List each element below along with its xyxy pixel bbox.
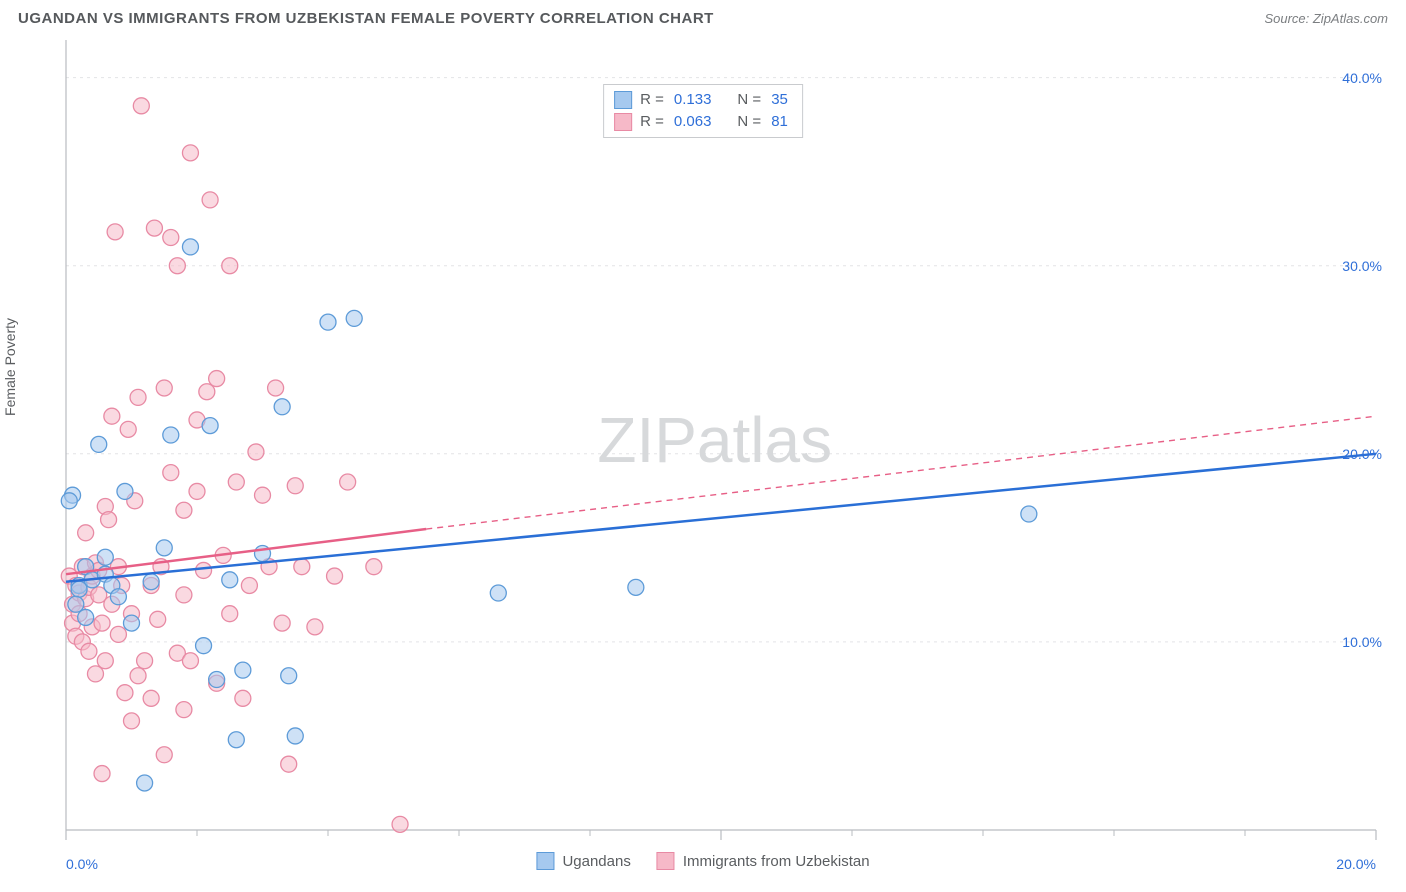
legend-item: Ugandans (536, 852, 630, 870)
legend-label: Ugandans (562, 853, 630, 870)
legend-n-value: 81 (771, 111, 788, 133)
chart-source: Source: ZipAtlas.com (1264, 11, 1388, 26)
chart-area: Female Poverty ZIPatlas R = 0.133 N = 35… (18, 40, 1388, 874)
legend-row: R = 0.133 N = 35 (614, 89, 788, 111)
legend-r-label: R = (640, 89, 664, 111)
legend-swatch-pink (657, 852, 675, 870)
legend-n-value: 35 (771, 89, 788, 111)
legend-series: Ugandans Immigrants from Uzbekistan (536, 852, 869, 870)
legend-swatch-pink (614, 113, 632, 131)
legend-swatch-blue (536, 852, 554, 870)
legend-n-label: N = (737, 111, 761, 133)
legend-label: Immigrants from Uzbekistan (683, 853, 870, 870)
chart-header: UGANDAN VS IMMIGRANTS FROM UZBEKISTAN FE… (0, 0, 1406, 33)
legend-correlation: R = 0.133 N = 35 R = 0.063 N = 81 (603, 84, 803, 138)
legend-row: R = 0.063 N = 81 (614, 111, 788, 133)
x-tick-label: 0.0% (66, 856, 98, 872)
scatter-plot (18, 40, 1380, 870)
legend-swatch-blue (614, 91, 632, 109)
y-tick-label: 20.0% (1342, 446, 1382, 462)
x-tick-label: 20.0% (1336, 856, 1376, 872)
y-axis-label: Female Poverty (2, 318, 18, 416)
y-tick-label: 10.0% (1342, 634, 1382, 650)
legend-r-value: 0.133 (674, 89, 712, 111)
legend-n-label: N = (737, 89, 761, 111)
y-tick-label: 40.0% (1342, 70, 1382, 86)
legend-r-label: R = (640, 111, 664, 133)
legend-item: Immigrants from Uzbekistan (657, 852, 870, 870)
chart-title: UGANDAN VS IMMIGRANTS FROM UZBEKISTAN FE… (18, 10, 714, 27)
legend-r-value: 0.063 (674, 111, 712, 133)
y-tick-label: 30.0% (1342, 258, 1382, 274)
